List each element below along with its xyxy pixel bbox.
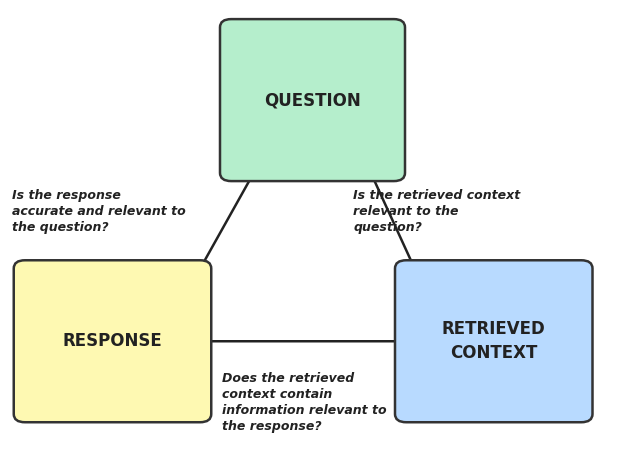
Text: Is the response
accurate and relevant to
the question?: Is the response accurate and relevant to…	[12, 189, 186, 234]
Text: Does the retrieved
context contain
information relevant to
the response?: Does the retrieved context contain infor…	[222, 372, 386, 433]
FancyBboxPatch shape	[220, 19, 405, 181]
Text: Is the retrieved context
relevant to the
question?: Is the retrieved context relevant to the…	[353, 189, 521, 234]
Text: RETRIEVED
CONTEXT: RETRIEVED CONTEXT	[442, 320, 546, 362]
Text: RESPONSE: RESPONSE	[62, 332, 162, 350]
FancyBboxPatch shape	[14, 260, 211, 422]
Text: QUESTION: QUESTION	[264, 91, 361, 109]
FancyBboxPatch shape	[395, 260, 592, 422]
